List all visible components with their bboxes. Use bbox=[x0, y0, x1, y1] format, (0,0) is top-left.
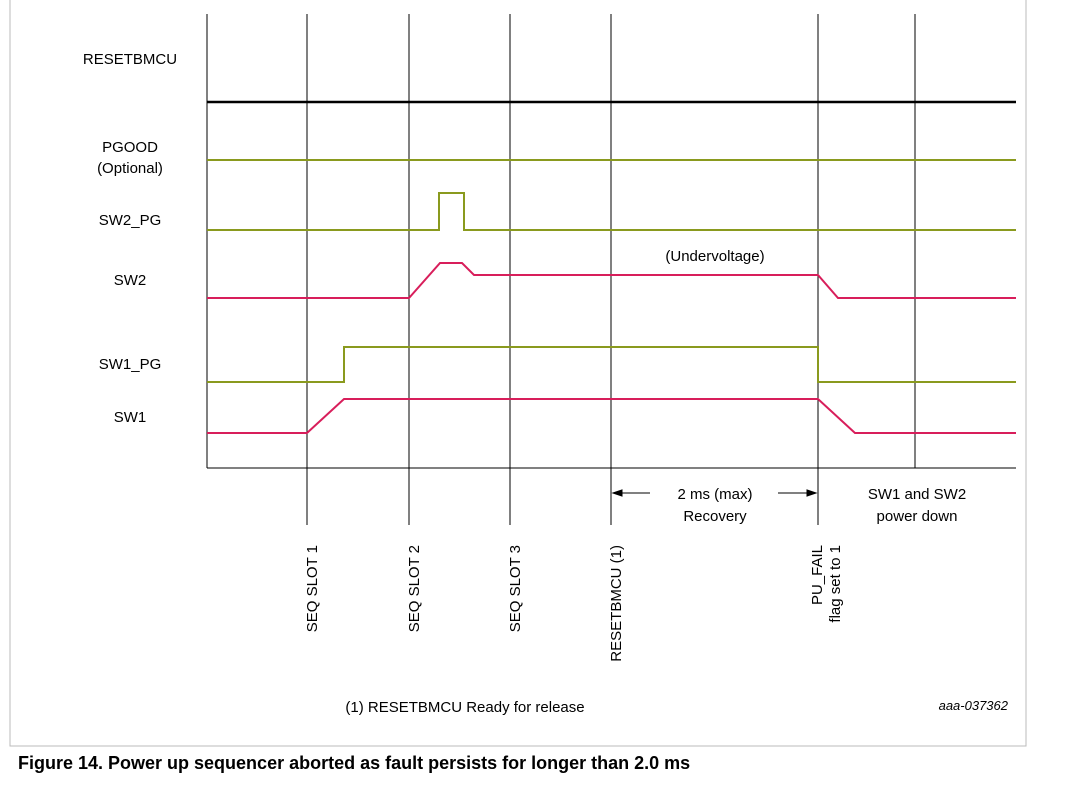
marker-labels: SEQ SLOT 1 SEQ SLOT 2 SEQ SLOT 3 RESETBM… bbox=[304, 545, 844, 662]
marker: flag set to 1 bbox=[827, 545, 844, 623]
marker: SEQ SLOT 1 bbox=[304, 545, 321, 632]
recovery-arrows bbox=[611, 489, 818, 497]
power-down-label: power down bbox=[877, 508, 958, 525]
frame bbox=[9, 0, 1027, 747]
label: RESETBMCU bbox=[83, 51, 177, 68]
marker: SEQ SLOT 3 bbox=[507, 545, 524, 632]
marker: SEQ SLOT 2 bbox=[406, 545, 423, 632]
power-down-label: SW1 and SW2 bbox=[868, 486, 966, 503]
label: (Optional) bbox=[97, 160, 163, 177]
marker: RESETBMCU (1) bbox=[608, 545, 625, 662]
caption: Figure 14. Power up sequencer aborted as… bbox=[18, 753, 690, 773]
waveforms bbox=[207, 100, 1016, 434]
marker: PU_FAIL bbox=[809, 545, 826, 605]
signal-labels: RESETBMCU PGOOD (Optional) SW2_PG SW2 SW… bbox=[83, 51, 177, 426]
footnote: (1) RESETBMCU Ready for release bbox=[345, 699, 584, 716]
label: SW2_PG bbox=[99, 212, 162, 229]
label: PGOOD bbox=[102, 139, 158, 156]
recovery-label: Recovery bbox=[683, 508, 747, 525]
label: SW1 bbox=[114, 409, 147, 426]
grid bbox=[206, 14, 1016, 525]
label: SW2 bbox=[114, 272, 147, 289]
label: SW1_PG bbox=[99, 356, 162, 373]
annotation: (Undervoltage) bbox=[665, 248, 764, 265]
recovery-label: 2 ms (max) bbox=[678, 486, 753, 503]
figure-id: aaa-037362 bbox=[939, 698, 1009, 713]
